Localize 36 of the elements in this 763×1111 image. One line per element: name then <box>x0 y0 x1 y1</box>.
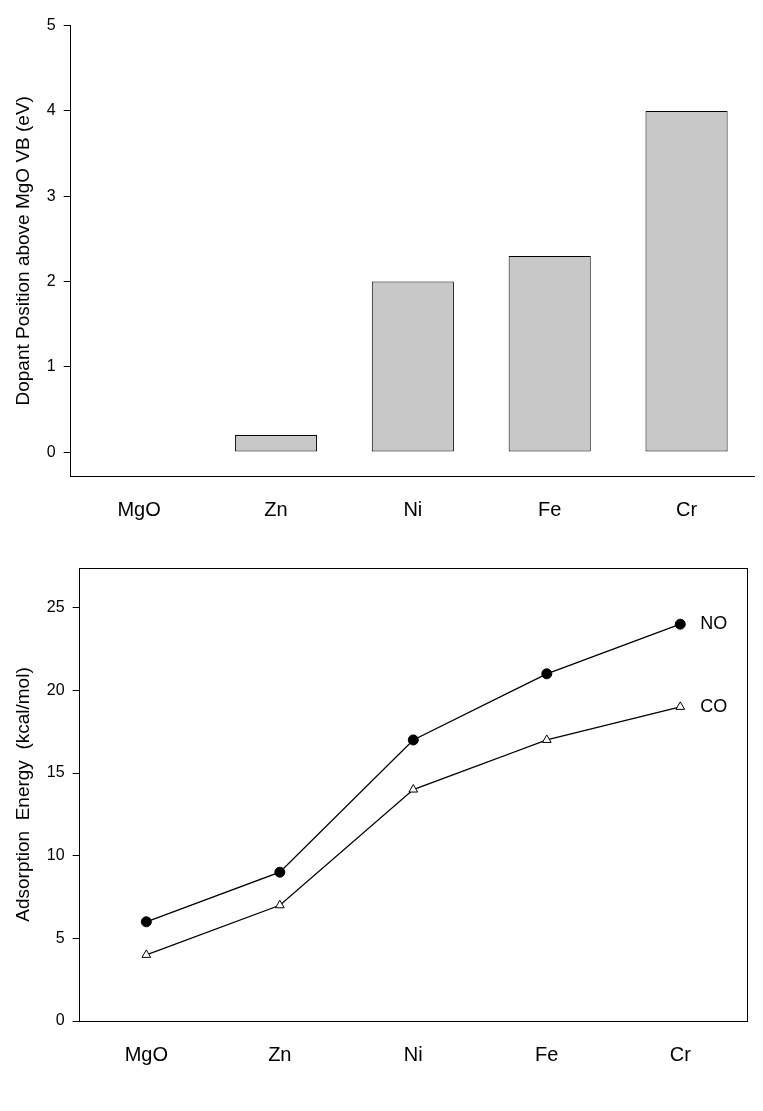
y-axis-title: Dopant Position above MgO VB (eV) <box>11 96 33 406</box>
point <box>141 949 152 958</box>
series-label: CO <box>700 695 728 716</box>
y-tick-label: 15 <box>46 763 65 781</box>
point <box>674 618 686 630</box>
point <box>541 668 553 680</box>
point <box>408 784 419 793</box>
x-tick-label: MgO <box>117 497 161 520</box>
y-tick-label: 5 <box>55 928 65 946</box>
y-tick-label: 20 <box>46 680 65 698</box>
x-tick-label: Zn <box>268 1042 292 1065</box>
point <box>140 916 152 928</box>
x-tick-label: Cr <box>676 497 698 520</box>
x-tick-label: MgO <box>124 1042 169 1065</box>
point <box>407 734 419 746</box>
y-tick-label: 0 <box>46 442 56 460</box>
point <box>274 899 285 909</box>
x-tick-label: Fe <box>538 497 562 520</box>
y-tick-label: 2 <box>46 271 56 289</box>
y-tick-label: 0 <box>55 1011 65 1029</box>
x-tick-label: Zn <box>264 497 288 520</box>
y-tick-label: 10 <box>46 846 65 864</box>
y-tick-label: 4 <box>46 101 56 119</box>
point <box>274 866 286 878</box>
point <box>675 701 686 710</box>
y-tick-label: 1 <box>46 357 56 375</box>
y-tick-label: 3 <box>46 186 56 204</box>
x-tick-label: Fe <box>535 1042 559 1065</box>
x-tick-label: Cr <box>669 1042 692 1065</box>
x-tick-label: Ni <box>403 497 423 520</box>
y-axis-title: Adsorption Energy (kcal/mol) <box>11 667 33 922</box>
x-tick-label: Ni <box>403 1042 423 1065</box>
series-label: NO <box>700 613 728 634</box>
y-tick-label: 25 <box>46 598 65 616</box>
y-tick-label: 5 <box>46 16 56 34</box>
point <box>541 734 552 743</box>
